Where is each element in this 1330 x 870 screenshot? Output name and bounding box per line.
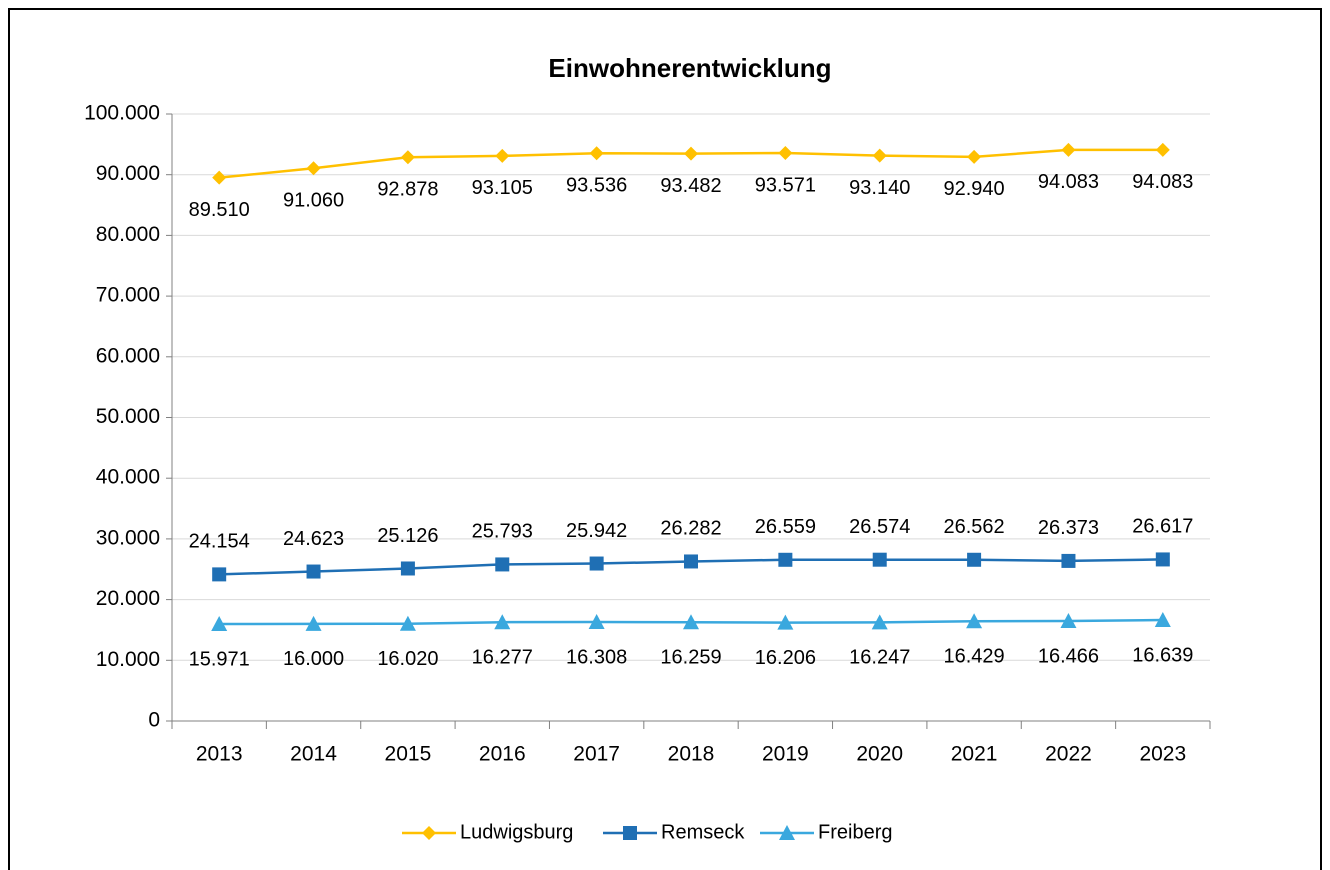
- data-label: 25.126: [377, 525, 438, 547]
- legend-marker: [623, 826, 637, 840]
- y-tick-label: 90.000: [96, 162, 160, 185]
- y-tick-label: 20.000: [96, 587, 160, 610]
- data-point: [1155, 142, 1170, 157]
- data-label: 16.277: [472, 646, 533, 668]
- data-label: 26.282: [660, 518, 721, 540]
- data-point: [1060, 613, 1077, 629]
- data-label: 24.154: [189, 531, 250, 553]
- data-point: [589, 556, 604, 571]
- data-point: [1155, 552, 1170, 567]
- data-label: 25.942: [566, 520, 627, 542]
- data-label: 26.617: [1132, 516, 1193, 538]
- y-tick-label: 30.000: [96, 526, 160, 549]
- legend-marker: [422, 826, 436, 840]
- y-tick-label: 40.000: [96, 466, 160, 489]
- y-tick-label: 0: [148, 709, 160, 732]
- y-tick-label: 10.000: [96, 648, 160, 671]
- data-point: [495, 148, 510, 163]
- data-label: 25.793: [472, 521, 533, 543]
- data-point: [495, 557, 510, 572]
- data-point: [778, 552, 793, 567]
- y-tick-label: 50.000: [96, 405, 160, 428]
- data-label: 93.105: [472, 177, 533, 199]
- legend-label: Remseck: [661, 821, 745, 843]
- data-label: 16.247: [849, 647, 910, 669]
- y-tick-label: 60.000: [96, 344, 160, 367]
- data-point: [211, 616, 228, 632]
- data-label: 89.510: [189, 199, 250, 221]
- data-point: [400, 561, 415, 576]
- data-point: [683, 614, 699, 630]
- data-label: 26.574: [849, 516, 910, 538]
- data-point: [588, 614, 605, 630]
- data-point: [212, 170, 227, 185]
- data-label: 92.878: [377, 179, 438, 201]
- data-point: [872, 148, 887, 163]
- y-tick-label: 70.000: [96, 284, 160, 307]
- x-tick-label: 2023: [1139, 743, 1186, 766]
- data-point: [777, 614, 794, 630]
- data-label: 93.482: [660, 175, 721, 197]
- data-label: 93.571: [755, 174, 816, 196]
- data-label: 26.373: [1038, 517, 1099, 539]
- data-label: 93.536: [566, 175, 627, 197]
- data-point: [399, 615, 416, 631]
- x-tick-label: 2021: [951, 743, 998, 766]
- data-point: [778, 146, 793, 161]
- data-label: 16.639: [1132, 644, 1193, 666]
- legend-marker: [779, 825, 795, 840]
- data-label: 16.259: [660, 647, 721, 669]
- data-label: 92.940: [944, 178, 1005, 200]
- data-point: [872, 552, 887, 567]
- data-label: 16.000: [283, 648, 344, 670]
- y-tick-label: 80.000: [96, 223, 160, 246]
- chart-title: Einwohnerentwicklung: [548, 53, 831, 83]
- data-label: 94.083: [1132, 171, 1193, 193]
- chart-border: [8, 8, 1322, 870]
- x-tick-label: 2018: [668, 743, 715, 766]
- data-point: [400, 150, 415, 165]
- data-label: 16.020: [377, 648, 438, 670]
- data-point: [966, 613, 983, 629]
- x-tick-label: 2015: [385, 743, 432, 766]
- data-point: [967, 149, 982, 164]
- legend-label: Ludwigsburg: [460, 821, 573, 843]
- data-point: [306, 161, 321, 176]
- data-label: 91.060: [283, 190, 344, 212]
- data-point: [871, 614, 888, 630]
- y-tick-label: 100.000: [84, 102, 160, 125]
- data-label: 16.429: [944, 646, 1005, 668]
- x-tick-label: 2014: [290, 743, 337, 766]
- x-tick-label: 2017: [573, 743, 620, 766]
- data-point: [1061, 553, 1076, 568]
- x-tick-label: 2022: [1045, 743, 1092, 766]
- data-label: 26.562: [944, 516, 1005, 538]
- data-point: [684, 146, 698, 161]
- data-label: 93.140: [849, 177, 910, 199]
- data-point: [306, 564, 321, 579]
- data-point: [967, 552, 982, 567]
- data-point: [589, 146, 604, 161]
- data-point: [494, 614, 511, 630]
- data-label: 26.559: [755, 516, 816, 538]
- data-label: 16.308: [566, 646, 627, 668]
- legend-label: Freiberg: [818, 821, 892, 843]
- data-label: 16.466: [1038, 645, 1099, 667]
- x-tick-label: 2019: [762, 743, 809, 766]
- data-label: 94.083: [1038, 171, 1099, 193]
- x-tick-label: 2020: [856, 743, 903, 766]
- data-label: 24.623: [283, 528, 344, 550]
- data-point: [212, 567, 227, 582]
- data-label: 16.206: [755, 647, 816, 669]
- data-point: [305, 615, 322, 631]
- data-point: [684, 554, 698, 569]
- data-point: [1061, 142, 1076, 157]
- data-label: 15.971: [189, 648, 250, 670]
- x-tick-label: 2016: [479, 743, 526, 766]
- x-tick-label: 2013: [196, 743, 243, 766]
- data-point: [1154, 612, 1171, 628]
